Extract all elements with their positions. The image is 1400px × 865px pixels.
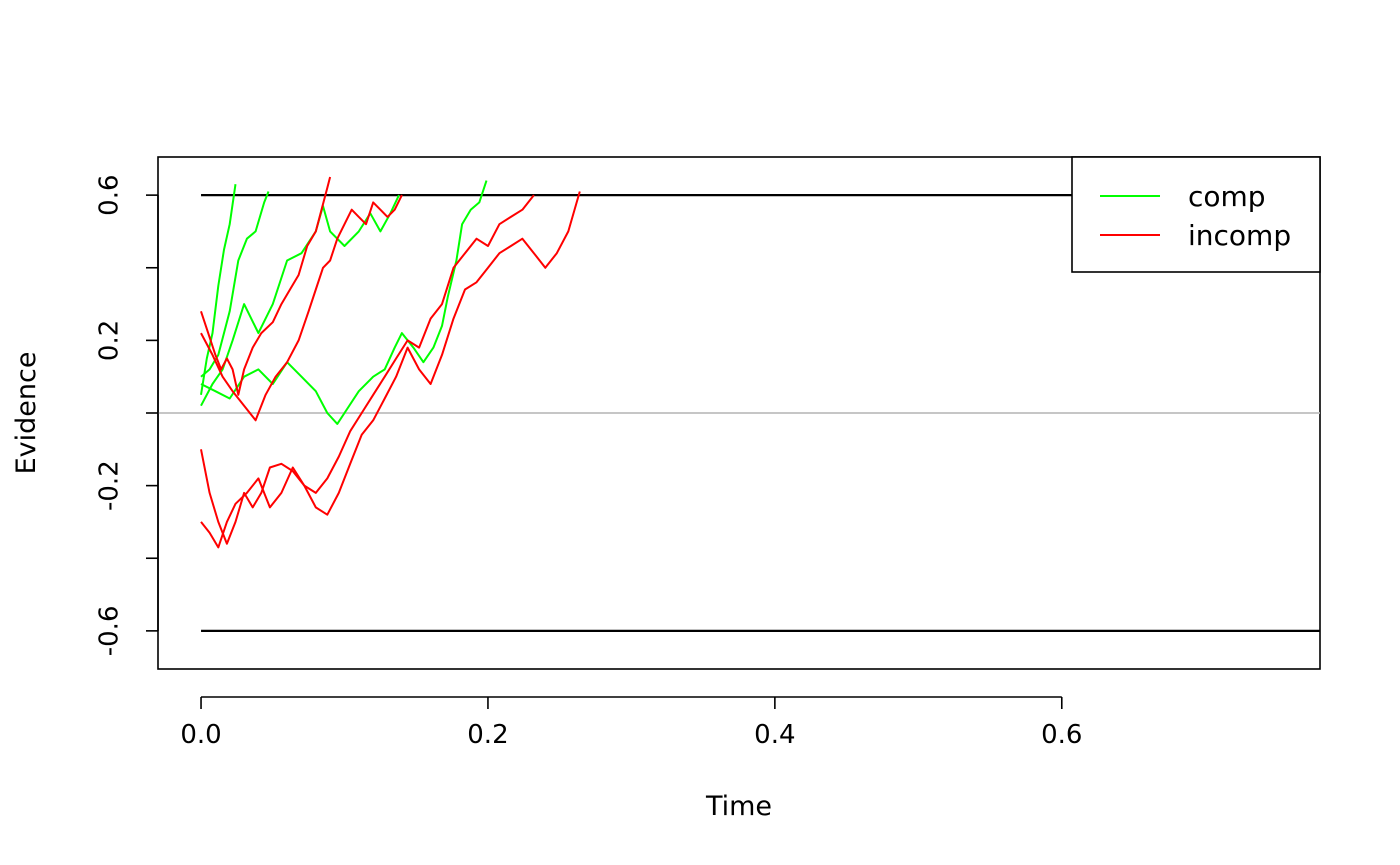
x-axis: 0.0 0.2 0.4 0.6 [180,696,1082,750]
x-tick-label: 0.2 [467,720,508,750]
x-axis-label: Time [705,791,772,822]
legend-box [1071,156,1321,273]
x-tick-label: 0.4 [754,720,795,750]
y-axis: -0.6 -0.2 0.2 0.6 [95,174,159,656]
trace-incomp-6 [200,194,535,545]
y-tick-label: -0.6 [95,606,125,657]
trace-incomp-5 [200,194,403,422]
legend: comp incomp [1071,156,1321,273]
legend-label-incomp: incomp [1188,219,1291,252]
legend-label-comp: comp [1188,180,1266,213]
trace-comp-3 [200,180,488,425]
series-group [200,176,581,549]
trace-comp-0 [200,184,237,395]
x-tick-label: 0.0 [180,720,221,750]
y-tick-label: 0.6 [95,174,125,215]
trace-incomp-7 [200,191,581,549]
x-tick-label: 0.6 [1041,720,1082,750]
y-axis-label: Evidence [11,352,42,475]
y-tick-label: -0.2 [95,460,125,511]
trace-incomp-4 [200,176,332,396]
trace-comp-1 [200,191,270,378]
y-tick-label: 0.2 [95,320,125,361]
